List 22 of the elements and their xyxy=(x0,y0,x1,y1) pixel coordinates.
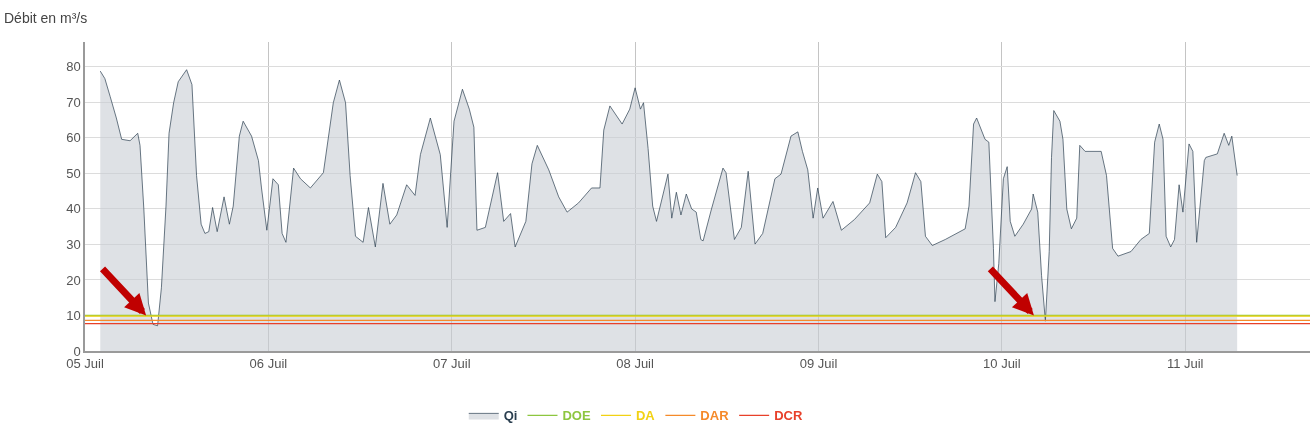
y-tick-label: 20 xyxy=(66,272,81,288)
x-tick-label: 07 Juil xyxy=(432,356,471,372)
x-tick-label: 11 Juil xyxy=(1166,356,1204,372)
y-tick-label: 80 xyxy=(66,59,81,75)
y-tick-label: 10 xyxy=(66,308,81,324)
y-tick-label: 50 xyxy=(66,165,81,181)
y-tick-label: 30 xyxy=(66,237,81,252)
y-tick-label: 40 xyxy=(66,201,81,217)
x-tick-label: 06 Juil xyxy=(249,356,288,372)
legend-label: DOE xyxy=(562,408,591,424)
legend-label: DA xyxy=(635,408,656,424)
y-axis-title: Débit en m³/s xyxy=(4,10,88,26)
legend-label: DCR xyxy=(774,408,803,424)
x-tick-label: 10 Juil xyxy=(983,356,1021,372)
legend-label: Qi xyxy=(503,408,518,424)
legend-label: DAR xyxy=(700,408,730,424)
y-tick-label: 70 xyxy=(66,94,81,110)
y-tick-label: 60 xyxy=(66,130,81,146)
x-tick-label: 08 Juil xyxy=(616,356,654,372)
x-tick-label: 09 Juil xyxy=(799,356,838,372)
x-tick-label: 05 Juil xyxy=(66,356,104,372)
y-tick-label: 0 xyxy=(73,343,81,359)
